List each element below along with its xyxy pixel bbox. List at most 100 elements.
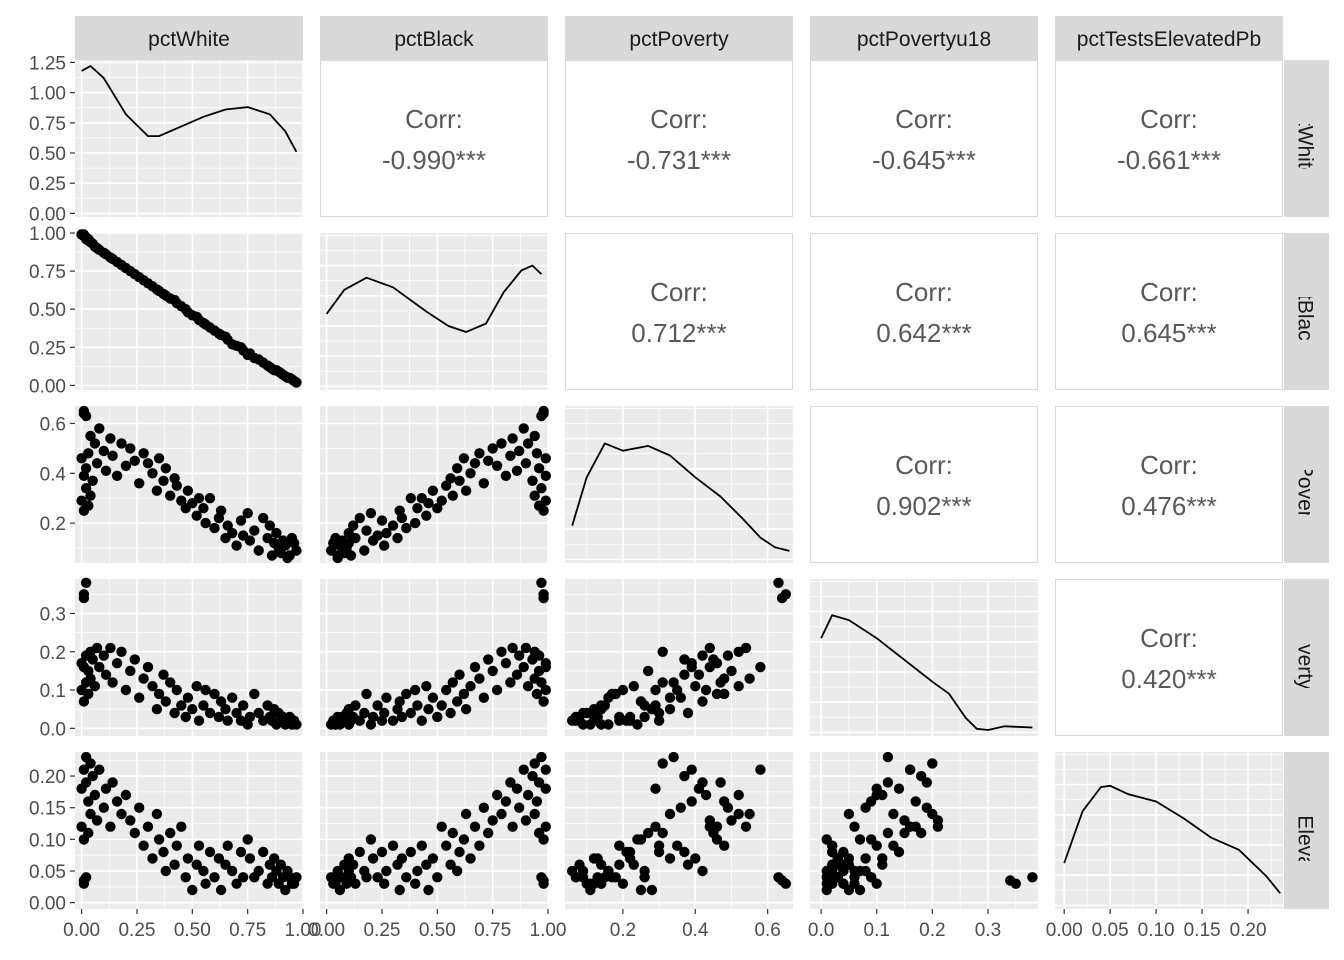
scatter-point [664, 704, 676, 715]
strip-top-label: pctTestsElevatedPb [1077, 28, 1261, 51]
scatter-point [169, 707, 180, 719]
scatter-point [412, 700, 423, 711]
scatter-point [436, 495, 447, 506]
scatter-point [76, 658, 87, 669]
scatter-point [531, 688, 543, 700]
scatter-point [78, 696, 90, 707]
x-tick-label: 0.25 [118, 920, 155, 941]
scatter-point [527, 475, 538, 486]
scatter-point [258, 512, 269, 524]
scatter-point [80, 577, 92, 588]
scatter-point [215, 884, 227, 896]
scatter-point [514, 445, 525, 457]
corr-panel [1055, 233, 1283, 390]
scatter-point [249, 872, 260, 883]
scatter-point [76, 229, 87, 240]
scatter-point [505, 677, 516, 688]
scatter-point [187, 704, 198, 715]
scatter-point [387, 520, 399, 531]
scatter-point [213, 512, 225, 524]
scatter-point [570, 872, 582, 883]
scatter-point [585, 878, 596, 889]
scatter-point [617, 878, 629, 889]
scatter-point [94, 423, 105, 434]
scatter-point [111, 796, 123, 807]
scatter-point [469, 661, 481, 673]
scatter-point [381, 527, 392, 539]
scatter-point [755, 661, 766, 673]
corr-label: Corr: [1140, 277, 1198, 307]
scatter-point [381, 865, 392, 877]
scatter-point [160, 865, 171, 877]
scatter-point [657, 827, 668, 839]
scatter-point [396, 711, 408, 723]
scatter-point [664, 853, 676, 864]
scatter-point [529, 808, 540, 820]
scatter-point [854, 834, 866, 845]
scatter-point [85, 490, 96, 501]
scatter-point [87, 475, 98, 486]
scatter-point [345, 550, 357, 561]
scatter-point [334, 884, 346, 896]
scatter-point [405, 707, 416, 719]
scatter-point [142, 821, 154, 832]
scatter-point [704, 815, 715, 826]
scatter-point [361, 688, 372, 700]
scatter-point [719, 840, 730, 851]
scatter-point [932, 815, 944, 826]
scatter-point [354, 715, 365, 726]
corr-value: -0.645*** [872, 145, 976, 175]
strip-top-pctPoverty [565, 16, 793, 60]
scatter-point [359, 707, 370, 719]
scatter-point [89, 681, 101, 692]
strip-top-pctWhite [75, 16, 303, 60]
scatter-point [697, 777, 708, 788]
scatter-point [151, 485, 163, 496]
scatter-point [610, 872, 621, 883]
y-tick-label: 0.25 [29, 174, 66, 195]
scatter-point [540, 453, 551, 464]
scatter-point [125, 443, 136, 454]
x-tick-label: 0.50 [419, 920, 456, 941]
scatter-point [529, 758, 540, 769]
scatter-point [372, 872, 383, 883]
scatter-point [744, 673, 755, 684]
corr-label: Corr: [405, 104, 463, 134]
scatter-point [635, 696, 647, 707]
y-tick-label: 0.00 [29, 894, 66, 915]
scatter-point [1027, 872, 1038, 883]
scatter-point [460, 485, 472, 496]
scatter-point [264, 520, 275, 531]
scatter-point [849, 821, 860, 832]
scatter-point [160, 463, 171, 474]
scatter-point [182, 485, 194, 496]
scatter-point [469, 458, 481, 469]
scatter-point [538, 589, 549, 600]
scatter-point [98, 802, 110, 813]
scatter-point [458, 688, 470, 700]
scatter-point [474, 840, 485, 851]
scatter-point [441, 840, 452, 851]
x-tick-label: 0.75 [229, 920, 266, 941]
scatter-point [650, 684, 661, 696]
scatter-point [354, 512, 365, 524]
scatter-point [436, 700, 447, 711]
scatter-point [238, 530, 249, 541]
scatter-point [193, 715, 205, 726]
x-tick-label: 0.00 [63, 920, 100, 941]
scatter-point [540, 764, 551, 775]
scatter-point [107, 777, 118, 788]
scatter-point [129, 455, 140, 466]
scatter-point [286, 532, 298, 544]
corr-panel [810, 60, 1038, 217]
scatter-point [910, 796, 921, 807]
scatter-point [507, 433, 518, 444]
scatter-point [204, 493, 216, 504]
scatter-point [441, 684, 452, 696]
scatter-point [540, 783, 551, 794]
scatter-point [158, 846, 169, 858]
scatter-point [518, 423, 529, 434]
scatter-point [882, 827, 894, 839]
scatter-point [187, 884, 198, 896]
